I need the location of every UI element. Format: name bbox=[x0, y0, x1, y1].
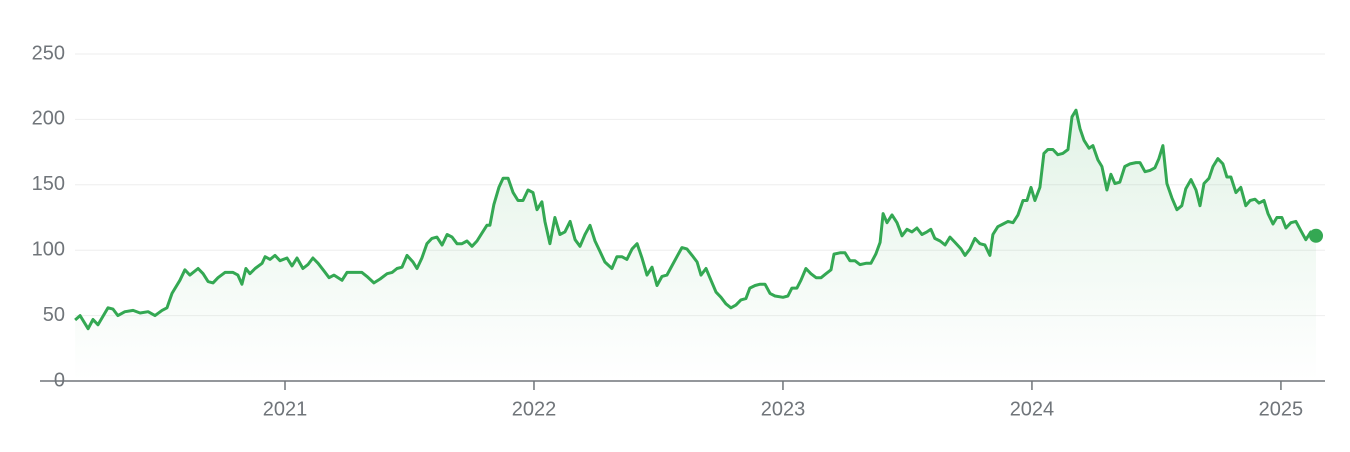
x-tick-label: 2025 bbox=[1259, 398, 1304, 420]
y-tick-label: 50 bbox=[43, 304, 65, 326]
last-point bbox=[1309, 228, 1324, 243]
x-tick-label: 2021 bbox=[263, 398, 308, 420]
area-fill bbox=[75, 110, 1317, 381]
x-tick-label: 2023 bbox=[761, 398, 806, 420]
price-line bbox=[74, 108, 1317, 331]
y-tick-label: 150 bbox=[32, 173, 65, 195]
x-tick-label: 2022 bbox=[512, 398, 557, 420]
x-tick-label: 2024 bbox=[1010, 398, 1055, 420]
y-tick-label: 100 bbox=[32, 238, 65, 260]
y-tick-label: 200 bbox=[32, 108, 65, 130]
y-tick-label: 250 bbox=[32, 42, 65, 64]
